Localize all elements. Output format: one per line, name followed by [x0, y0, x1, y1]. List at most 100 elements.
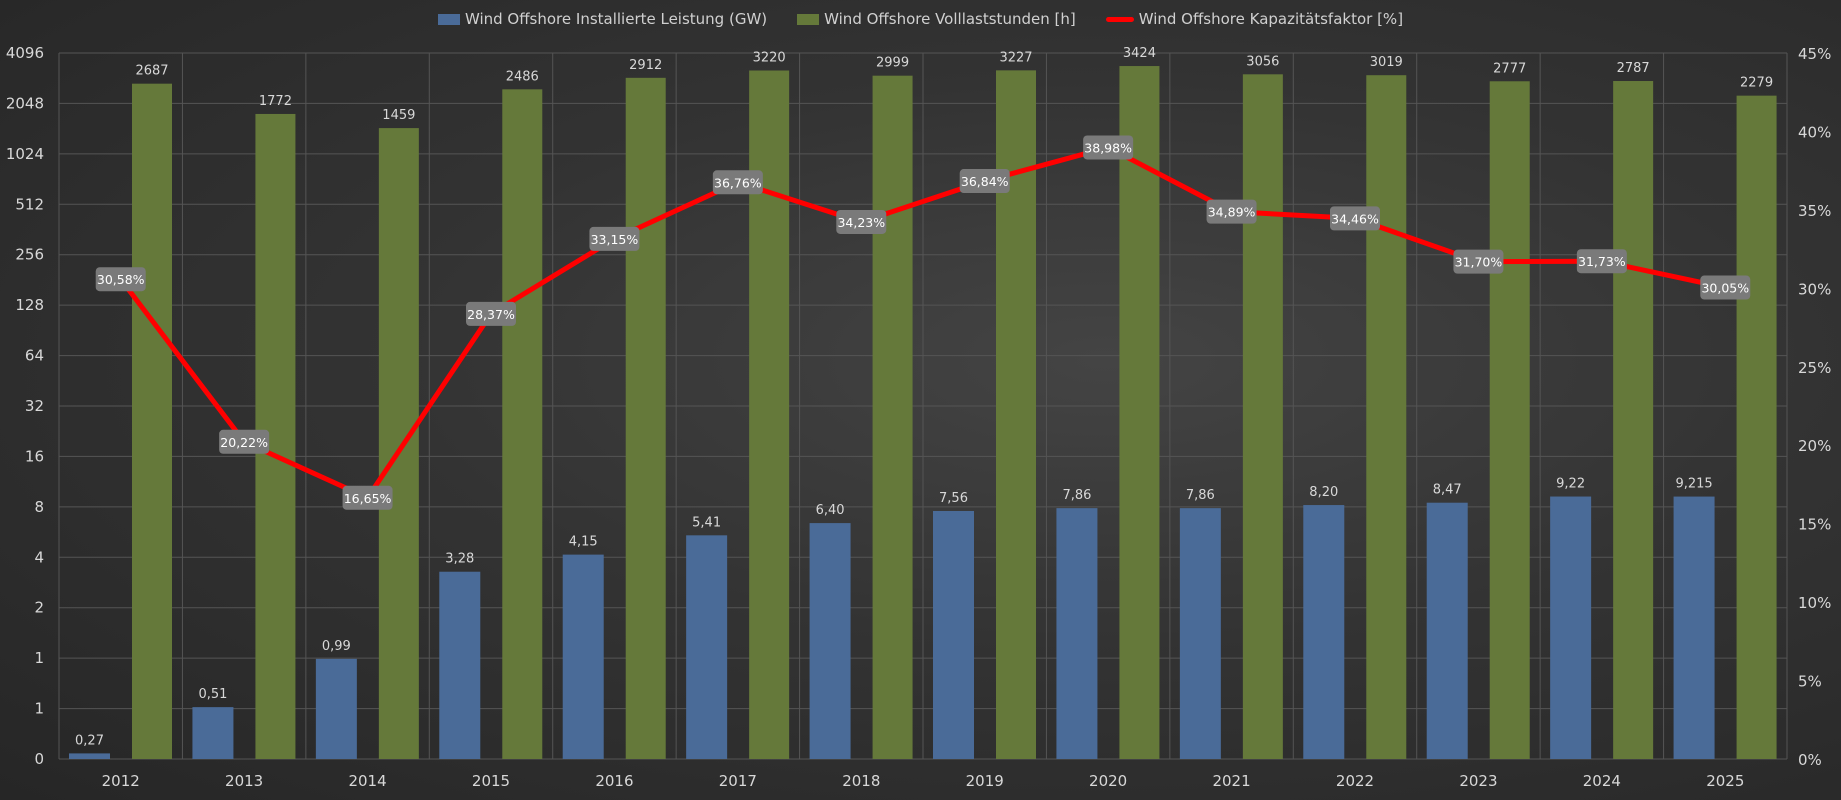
bar-data-label: 1772	[259, 94, 292, 109]
bar-volllaststunden	[378, 128, 419, 759]
bar-data-label: 9,22	[1556, 477, 1585, 492]
x-axis-tick-label: 2013	[225, 772, 263, 790]
x-axis-tick-label: 2024	[1583, 772, 1621, 790]
legend-item-volllaststunden[interactable]: Wind Offshore Volllaststunden [h]	[797, 10, 1076, 28]
x-axis-tick-label: 2022	[1336, 772, 1374, 790]
x-axis-tick-label: 2021	[1212, 772, 1250, 790]
bar-data-label: 6,40	[816, 503, 845, 518]
legend-label: Wind Offshore Kapazitätsfaktor [%]	[1138, 10, 1404, 28]
left-axis-tick-label: 128	[15, 296, 44, 314]
left-axis-tick-label: 1024	[6, 145, 44, 163]
legend-item-leistung[interactable]: Wind Offshore Installierte Leistung (GW)	[437, 10, 768, 28]
right-axis-tick-label: 35%	[1798, 202, 1831, 220]
bar-data-label: 2999	[876, 56, 909, 71]
right-axis-tick-label: 10%	[1798, 594, 1831, 612]
bar-data-label: 7,86	[1062, 488, 1091, 503]
line-data-label: 28,37%	[467, 307, 515, 322]
bar-data-label: 2912	[629, 58, 662, 73]
bar-data-label: 3019	[1370, 55, 1403, 70]
bar-volllaststunden	[625, 77, 666, 759]
bar-data-label: 9,215	[1675, 477, 1712, 492]
bar-data-label: 8,47	[1433, 483, 1462, 498]
line-data-label-box	[1700, 275, 1751, 300]
x-axis-tick-label: 2017	[719, 772, 757, 790]
bar-data-label: 2279	[1740, 76, 1773, 91]
line-data-label: 36,84%	[961, 174, 1009, 189]
line-data-label: 33,15%	[591, 232, 639, 247]
legend-item-kapazitaetsfaktor[interactable]: Wind Offshore Kapazitätsfaktor [%]	[1105, 10, 1404, 28]
left-axis-tick-label: 64	[25, 347, 44, 365]
left-axis-tick-label: 16	[25, 447, 44, 465]
bar-data-label: 3424	[1123, 46, 1156, 61]
bar-installierte-leistung	[1550, 496, 1592, 759]
bar-installierte-leistung	[1056, 508, 1098, 759]
line-data-label: 34,23%	[837, 215, 885, 230]
right-axis-tick-label: 5%	[1798, 673, 1822, 691]
line-data-label: 34,46%	[1331, 211, 1379, 226]
bar-installierte-leistung	[69, 753, 110, 759]
left-axis-tick-label: 32	[25, 397, 44, 415]
line-data-label-box	[95, 267, 146, 292]
left-axis-tick-label: 512	[15, 195, 44, 213]
x-axis-tick-label: 2025	[1706, 772, 1744, 790]
x-axis-tick-label: 2015	[472, 772, 510, 790]
bar-volllaststunden	[1119, 66, 1160, 759]
bar-installierte-leistung	[562, 554, 604, 759]
bar-volllaststunden	[1489, 81, 1530, 759]
line-data-label: 36,76%	[714, 175, 762, 190]
line-data-label-box	[1330, 206, 1380, 231]
line-data-label-box	[1576, 249, 1627, 274]
bar-data-label: 3220	[753, 51, 786, 66]
line-data-label-box	[712, 170, 763, 195]
right-axis-tick-label: 40%	[1798, 123, 1831, 141]
x-axis-tick-label: 2012	[102, 772, 140, 790]
line-data-label-box	[466, 301, 516, 326]
right-axis-tick-label: 15%	[1798, 516, 1831, 534]
legend: Wind Offshore Installierte Leistung (GW)…	[0, 10, 1841, 28]
right-axis-tick-label: 45%	[1798, 45, 1831, 63]
bar-data-label: 8,20	[1309, 485, 1338, 500]
bar-volllaststunden	[502, 89, 543, 760]
legend-label: Wind Offshore Volllaststunden [h]	[824, 10, 1076, 28]
line-data-label: 38,98%	[1084, 140, 1132, 155]
line-data-label: 30,58%	[97, 272, 145, 287]
legend-label: Wind Offshore Installierte Leistung (GW)	[464, 10, 768, 28]
right-axis-tick-label: 30%	[1798, 280, 1831, 298]
left-axis-tick-label: 0	[34, 750, 44, 768]
bar-installierte-leistung	[1179, 508, 1221, 759]
bar-data-label: 2787	[1617, 61, 1650, 76]
legend-swatch-blue	[437, 13, 460, 25]
left-axis-tick-label: 8	[34, 498, 44, 516]
bar-data-label: 7,86	[1186, 488, 1215, 503]
bar-data-label: 7,56	[939, 491, 968, 506]
line-data-label-box	[342, 485, 393, 510]
x-axis-tick-label: 2023	[1459, 772, 1497, 790]
bar-volllaststunden	[1736, 95, 1777, 760]
line-data-label: 31,70%	[1455, 255, 1503, 270]
line-data-label: 34,89%	[1208, 205, 1256, 220]
bar-data-label: 2687	[135, 64, 168, 79]
left-axis-tick-label: 1	[34, 700, 44, 718]
bar-data-label: 4,15	[569, 535, 598, 550]
bar-volllaststunden	[132, 83, 172, 760]
bar-data-label: 3056	[1246, 54, 1279, 69]
left-axis-tick-label: 4	[34, 548, 44, 566]
bar-volllaststunden	[1242, 74, 1283, 759]
x-axis-tick-label: 2018	[842, 772, 880, 790]
bar-installierte-leistung	[809, 523, 851, 759]
bar-data-label: 1459	[382, 108, 415, 123]
bar-installierte-leistung	[1303, 505, 1345, 759]
bar-installierte-leistung	[1426, 502, 1468, 759]
line-data-label: 20,22%	[220, 435, 268, 450]
x-axis-tick-label: 2014	[348, 772, 386, 790]
bar-data-label: 0,27	[75, 733, 104, 748]
line-data-label-box	[1453, 249, 1504, 274]
bar-installierte-leistung	[933, 510, 974, 759]
bar-installierte-leistung	[192, 707, 234, 759]
bar-data-label: 5,41	[692, 515, 721, 530]
bar-data-label: 0,99	[322, 639, 351, 654]
line-data-label-box	[589, 226, 640, 251]
x-axis-tick-label: 2020	[1089, 772, 1127, 790]
left-axis-tick-label: 4096	[6, 44, 44, 62]
